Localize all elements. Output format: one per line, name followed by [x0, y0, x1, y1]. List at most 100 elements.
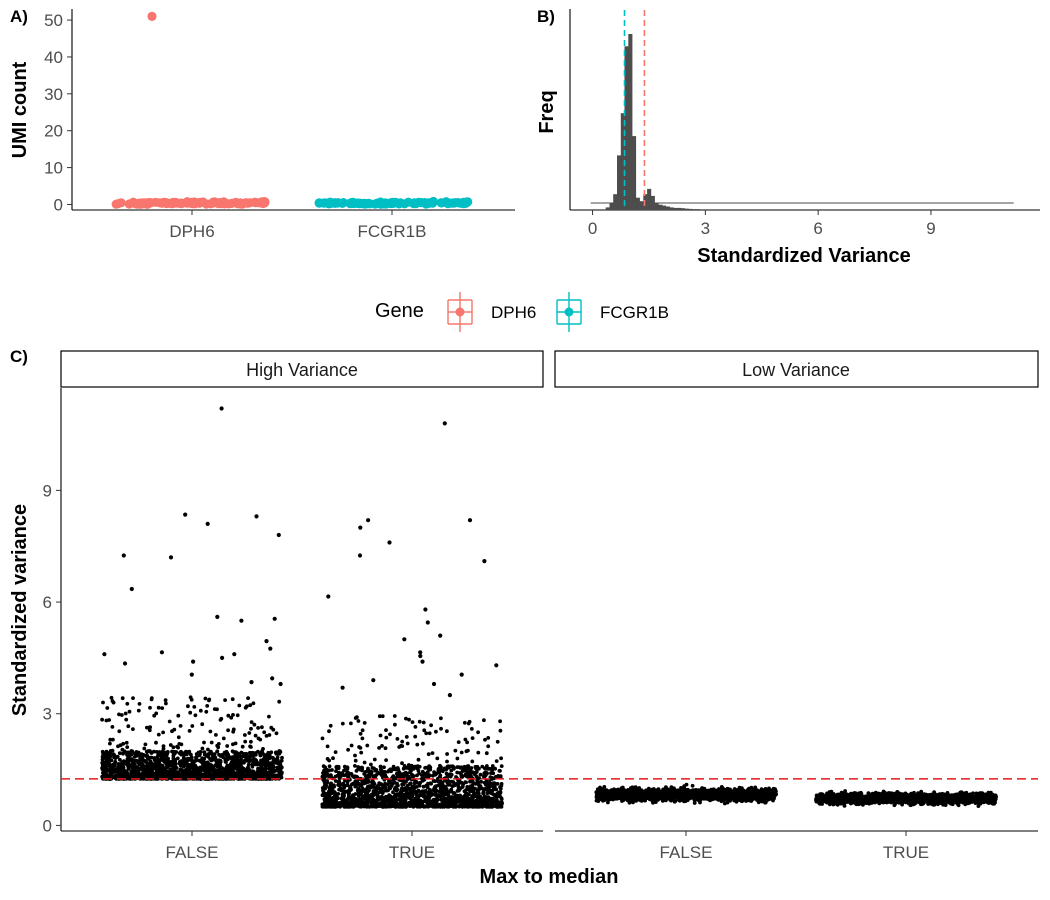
panel-c-point: [439, 796, 444, 801]
panel-c-point: [202, 756, 207, 761]
panel-c-point: [414, 779, 418, 784]
panel-c-point: [268, 771, 273, 776]
panel-c-point: [447, 779, 451, 784]
panel-c-point: [450, 764, 455, 769]
panel-c-point: [271, 727, 276, 732]
panel-c-point: [421, 772, 426, 777]
panel-b-histogram-bar: [624, 46, 629, 210]
panel-c-point: [460, 785, 464, 790]
panel-c-point: [192, 769, 197, 774]
panel-c-point: [417, 719, 422, 724]
panel-c-point: [478, 772, 483, 777]
panel-c-point: [229, 763, 234, 767]
panel-c-point: [347, 804, 352, 809]
panel-c-point: [235, 751, 240, 756]
panel-c-point: [421, 790, 426, 795]
panel-c-point: [439, 716, 443, 721]
panel-c-point: [404, 797, 408, 802]
panel-c-point: [193, 713, 198, 718]
panel-c-point: [255, 769, 260, 774]
panel-c-point: [442, 796, 447, 800]
panel-c-point: [267, 714, 271, 719]
panel-c-point: [111, 700, 116, 705]
panel-c-point: [240, 744, 245, 749]
panel-c-point: [351, 794, 356, 798]
panel-c-point: [205, 704, 210, 708]
panel-c-point: [260, 725, 264, 730]
panel-b-x-tick-label: 9: [926, 219, 935, 238]
panel-a-point: [365, 199, 375, 209]
panel-c-point: [386, 769, 390, 774]
panel-a-y-tick-label: 20: [44, 122, 63, 141]
panel-c-point: [393, 796, 397, 801]
panel-c-point: [278, 767, 283, 771]
panel-c-points: [100, 406, 998, 809]
panel-b-histogram-bar: [684, 208, 689, 210]
panel-c-point: [331, 756, 335, 761]
panel-c-point: [244, 751, 249, 756]
panel-c-point: [243, 739, 248, 744]
panel-c-point: [325, 771, 329, 776]
panel-c-point: [133, 751, 137, 756]
panel-c-point: [425, 790, 430, 795]
panel-c-point: [498, 719, 502, 724]
panel-c-point: [154, 768, 159, 772]
panel-c-point: [160, 706, 165, 710]
panel-c-point: [166, 769, 170, 774]
panel-c-point: [474, 769, 479, 774]
panel-c-point: [250, 764, 255, 769]
panel-c-point: [200, 746, 205, 751]
panel-c-point: [268, 767, 273, 772]
panel-c-point: [244, 773, 249, 777]
panel-c-point: [126, 724, 131, 729]
panel-c-point: [418, 653, 423, 659]
panel-c-point: [493, 766, 497, 771]
panel-c-point: [212, 773, 217, 777]
panel-c-point: [499, 756, 503, 761]
panel-c-point: [346, 747, 350, 752]
panel-c-point: [200, 722, 205, 727]
panel-c-point: [188, 710, 193, 715]
panel-c-point: [356, 788, 361, 793]
panel-c-point: [749, 799, 753, 803]
panel-c-point: [459, 799, 464, 804]
panel-c-point: [489, 767, 494, 771]
panel-c-point: [142, 773, 147, 777]
panel-c-point: [214, 759, 219, 764]
panel-c-point: [445, 759, 449, 764]
panel-c-point: [366, 766, 370, 771]
panel-c-point: [484, 800, 489, 805]
panel-c-point: [206, 752, 210, 757]
panel-c-point: [178, 768, 183, 772]
panel-c-point: [499, 783, 504, 788]
panel-c-point: [275, 755, 280, 760]
panel-c-point: [151, 765, 156, 770]
panel-c-point: [207, 697, 212, 702]
panel-c-point: [145, 754, 150, 759]
panel-c-point: [231, 729, 236, 734]
panel-b-y-title: Freq: [536, 90, 558, 133]
panel-c-point: [425, 801, 430, 806]
panel-c-point: [182, 751, 187, 756]
panel-c-point: [204, 709, 209, 714]
panel-c-point: [122, 749, 127, 754]
panel-c-point: [484, 786, 488, 791]
panel-c-point: [355, 792, 360, 796]
panel-c-point: [176, 745, 181, 750]
panel-c-point: [418, 793, 423, 798]
panel-c-point: [233, 741, 238, 746]
panel-c-point: [249, 720, 254, 724]
panel-c-point: [118, 757, 122, 762]
panel-c-point: [102, 760, 107, 765]
panel-c-point: [408, 803, 413, 808]
panel-c-point: [189, 773, 194, 778]
panel-c-point: [124, 760, 129, 764]
panel-c-point: [168, 760, 172, 764]
panel-c-point: [348, 800, 352, 804]
panel-c-point: [274, 751, 279, 756]
panel-c-point: [238, 777, 242, 781]
panel-c-point: [324, 767, 329, 772]
panel-c-point: [426, 752, 431, 757]
panel-b-histogram-bar: [628, 34, 633, 210]
